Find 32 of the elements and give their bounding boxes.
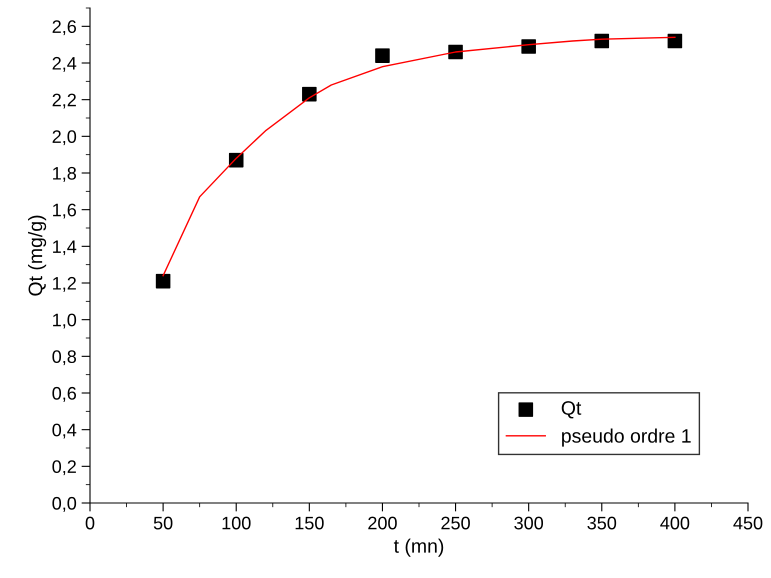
x-tick-label: 450 bbox=[733, 516, 762, 530]
legend-label: Qt bbox=[562, 401, 582, 418]
x-tick-label: 250 bbox=[441, 516, 470, 530]
x-tick-label: 350 bbox=[587, 516, 616, 530]
y-tick-label: 2,0 bbox=[52, 130, 76, 146]
x-tick-label: 200 bbox=[368, 516, 397, 530]
y-tick-label: 0,4 bbox=[52, 424, 76, 439]
y-tick-label: 2,2 bbox=[52, 94, 76, 109]
y-axis-title: Qt (mg/g) bbox=[28, 216, 46, 296]
y-tick-label: 1,0 bbox=[53, 314, 76, 329]
y-tick-label: 0,6 bbox=[52, 386, 76, 402]
x-tick-label: 400 bbox=[660, 516, 690, 530]
y-tick-label: 2,4 bbox=[52, 56, 76, 72]
y-tick-label: 0,8 bbox=[52, 350, 76, 366]
y-tick-label: 0,2 bbox=[52, 460, 76, 476]
x-tick-label: 0 bbox=[86, 516, 94, 530]
x-axis-title: t (mn) bbox=[394, 538, 444, 557]
y-tick-label: 1,4 bbox=[53, 240, 76, 256]
x-tick-label: 300 bbox=[514, 516, 544, 530]
y-tick-label: 1,2 bbox=[53, 276, 76, 292]
y-tick-label: 1,6 bbox=[53, 204, 76, 219]
point bbox=[156, 274, 170, 288]
legend-label: pseudo ordre 1 bbox=[562, 428, 691, 447]
x-tick-label: 50 bbox=[154, 516, 172, 530]
y-tick-label: 0,0 bbox=[52, 496, 76, 512]
point bbox=[302, 86, 317, 102]
y-tick-label: 2,6 bbox=[52, 20, 76, 36]
point bbox=[668, 34, 682, 48]
x-tick-label: 100 bbox=[222, 516, 251, 530]
y-tick-label: 1,8 bbox=[53, 166, 76, 182]
x-tick-label: 150 bbox=[296, 516, 324, 530]
point bbox=[375, 48, 390, 63]
